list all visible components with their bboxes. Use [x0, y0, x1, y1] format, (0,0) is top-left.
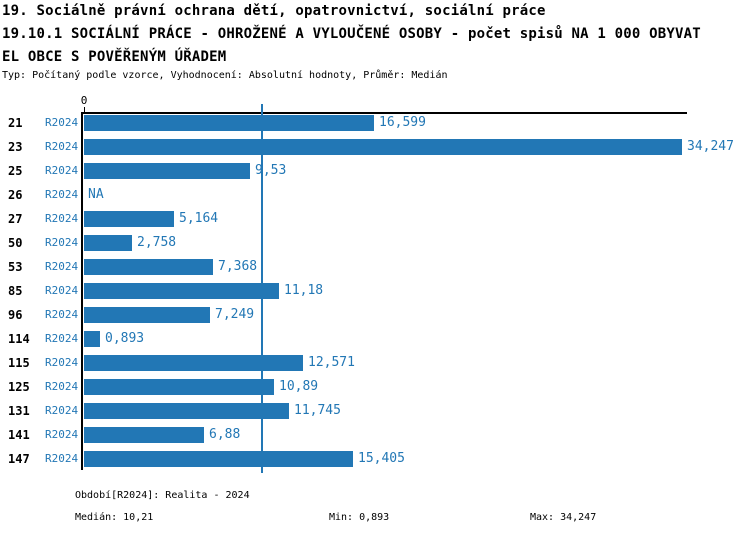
row-category-label: 141: [8, 428, 30, 442]
bar-value-label: 7,249: [215, 307, 255, 322]
bar: [84, 307, 210, 323]
chart-meta-info: Typ: Počítaný podle vzorce, Vyhodnocení:…: [2, 70, 448, 81]
y-axis-line: [81, 112, 83, 470]
row-series-label: R2024: [45, 164, 79, 177]
row-series-label: R2024: [45, 188, 79, 201]
bar-value-label: 5,164: [179, 211, 219, 226]
bar-value-label: 6,88: [209, 427, 241, 442]
bar-value-label: 16,599: [379, 115, 426, 130]
footer-min-label: Min: 0,893: [329, 512, 390, 523]
bar: [84, 427, 204, 443]
bar: [84, 331, 100, 347]
row-series-label: R2024: [45, 404, 79, 417]
bar: [84, 211, 174, 227]
row-category-label: 131: [8, 404, 30, 418]
row-category-label: 96: [8, 308, 23, 322]
bar: [84, 283, 279, 299]
row-series-label: R2024: [45, 380, 79, 393]
bar-value-label: 0,893: [105, 331, 145, 346]
row-category-label: 114: [8, 332, 30, 346]
footer-median-label: Medián: 10,21: [75, 512, 154, 523]
row-series-label: R2024: [45, 428, 79, 441]
top-axis-line: [81, 112, 687, 114]
row-series-label: R2024: [45, 212, 79, 225]
row-series-label: R2024: [45, 140, 79, 153]
chart-title-line-2: EL OBCE S POVĚŘENÝM ÚŘADEM: [2, 49, 227, 65]
row-category-label: 115: [8, 356, 30, 370]
bar-value-label: NA: [88, 187, 104, 202]
bar: [84, 355, 303, 371]
bar-value-label: 12,571: [308, 355, 355, 370]
bar: [84, 235, 132, 251]
footer-period-label: Období[R2024]: Realita - 2024: [75, 490, 250, 501]
row-category-label: 27: [8, 212, 23, 226]
row-series-label: R2024: [45, 116, 79, 129]
bar: [84, 379, 274, 395]
row-series-label: R2024: [45, 284, 79, 297]
bar-value-label: 11,745: [294, 403, 341, 418]
bar: [84, 403, 289, 419]
row-category-label: 50: [8, 236, 23, 250]
bar-value-label: 2,758: [137, 235, 177, 250]
x-axis-zero-tick-label: 0: [80, 94, 88, 107]
bar: [84, 451, 353, 467]
bar: [84, 139, 682, 155]
bar-value-label: 11,18: [284, 283, 324, 298]
chart-title-line-1: 19.10.1 SOCIÁLNÍ PRÁCE - OHROŽENÉ A VYLO…: [2, 26, 701, 42]
row-series-label: R2024: [45, 452, 79, 465]
row-series-label: R2024: [45, 236, 79, 249]
row-category-label: 21: [8, 116, 23, 130]
row-category-label: 53: [8, 260, 23, 274]
row-category-label: 147: [8, 452, 30, 466]
bar: [84, 163, 250, 179]
row-category-label: 26: [8, 188, 23, 202]
bar-value-label: 34,247: [687, 139, 734, 154]
x-axis-zero-tick: [84, 107, 85, 112]
bar-value-label: 15,405: [358, 451, 405, 466]
bar: [84, 259, 213, 275]
row-series-label: R2024: [45, 260, 79, 273]
bar: [84, 115, 374, 131]
row-category-label: 23: [8, 140, 23, 154]
row-series-label: R2024: [45, 308, 79, 321]
row-category-label: 85: [8, 284, 23, 298]
chart-heading-group: 19. Sociálně právní ochrana dětí, opatro…: [2, 3, 546, 19]
footer-max-label: Max: 34,247: [530, 512, 597, 523]
row-series-label: R2024: [45, 356, 79, 369]
bar-value-label: 7,368: [218, 259, 258, 274]
row-category-label: 25: [8, 164, 23, 178]
bar-value-label: 9,53: [255, 163, 287, 178]
row-series-label: R2024: [45, 332, 79, 345]
row-category-label: 125: [8, 380, 30, 394]
bar-value-label: 10,89: [279, 379, 319, 394]
